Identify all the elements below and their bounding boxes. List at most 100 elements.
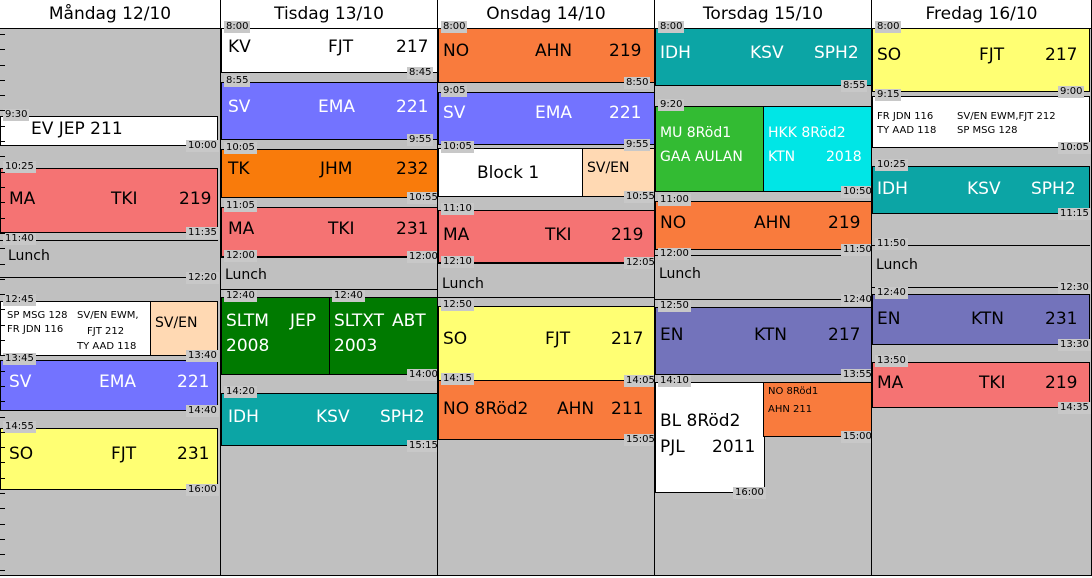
- lesson-thu-no[interactable]: NO AHN 219: [655, 201, 871, 250]
- lesson-text: 232: [396, 159, 429, 179]
- ruler-tick: [0, 371, 5, 372]
- lesson-tue-kv[interactable]: KV FJT 217: [221, 28, 437, 73]
- lesson-thu-idh[interactable]: IDH KSV SPH2: [655, 28, 871, 86]
- lesson-text: 2018: [826, 149, 862, 165]
- start-time: 11:50: [875, 238, 908, 250]
- lesson-fri-so[interactable]: SO FJT 217: [872, 28, 1090, 92]
- lesson-text: 231: [177, 444, 210, 464]
- lesson-wed-so[interactable]: SO FJT 217: [438, 306, 654, 381]
- lesson-wed-block[interactable]: Block 1: [438, 148, 584, 197]
- lesson-text: SPH2: [380, 407, 425, 427]
- end-time: 13:40: [186, 350, 219, 362]
- end-time: 8:45: [407, 67, 434, 79]
- lesson-text: Lunch: [442, 276, 484, 292]
- lesson-text: Lunch: [225, 267, 267, 283]
- day-header: Torsdag 15/10: [655, 0, 871, 29]
- lesson-tue-tk[interactable]: TK JHM 232: [221, 149, 437, 198]
- end-time: 13:55: [841, 369, 872, 381]
- lesson-text: 219: [179, 189, 212, 209]
- lesson-fri-ma[interactable]: MA TKI 219: [872, 362, 1090, 408]
- start-time: 8:55: [224, 75, 251, 87]
- day-column-2: Tisdag 13/10 KV FJT 217 8:00 8:45 SV EMA 221 8:55…: [221, 0, 438, 576]
- lesson-fri-idh[interactable]: IDH KSV SPH2: [872, 166, 1090, 214]
- lesson-text: 221: [177, 372, 210, 392]
- lesson-wed-ma[interactable]: MA TKI 219: [438, 210, 654, 263]
- ruler-tick: [0, 401, 5, 402]
- ruler-tick: [0, 554, 5, 555]
- lesson-wed-lunch[interactable]: Lunch: [438, 263, 654, 298]
- lesson-text: SO: [877, 45, 902, 65]
- end-time: 11:50: [841, 244, 872, 256]
- lesson-text: EN: [660, 325, 684, 345]
- lesson-text: TY AAD 118: [77, 341, 137, 352]
- start-time: 9:15: [875, 89, 902, 101]
- ruler-tick: [0, 110, 5, 111]
- start-time: 12:40: [332, 290, 365, 302]
- lesson-text: 217: [611, 329, 644, 349]
- ruler-tick: [0, 570, 5, 571]
- lesson-text: TKI: [545, 225, 572, 245]
- lesson-text: JHM: [320, 159, 353, 179]
- lesson-tue-sltm[interactable]: SLTM JEP 2008: [221, 297, 331, 375]
- lesson-text: AHN: [754, 213, 792, 233]
- lesson-wed-no[interactable]: NO AHN 219: [438, 28, 654, 83]
- lesson-thu-lunch[interactable]: Lunch: [655, 255, 871, 300]
- lesson-text: SLTXT: [334, 311, 385, 331]
- ruler-tick: [0, 95, 5, 96]
- lesson-thu-mu[interactable]: MU 8Röd1 GAA AULAN: [655, 106, 765, 192]
- lesson-text: Lunch: [659, 266, 701, 282]
- lesson-text: NO: [443, 41, 470, 61]
- ruler-tick: [0, 309, 5, 310]
- ruler-tick: [0, 264, 5, 265]
- start-time: 12:00: [658, 248, 691, 260]
- lesson-tue-sv[interactable]: SV EMA 221: [221, 82, 437, 140]
- end-time: 12:00: [407, 251, 438, 263]
- lesson-wed-no2[interactable]: NO 8Röd2 AHN 211: [438, 380, 654, 440]
- lesson-thu-no2[interactable]: NO 8Röd1 AHN 211: [763, 382, 871, 437]
- lesson-text: NO 8Röd2: [443, 399, 529, 419]
- lesson-wed-sv[interactable]: SV EMA 221: [438, 92, 654, 145]
- lesson-thu-bl[interactable]: BL 8Röd2 PJL 2011: [655, 382, 765, 493]
- lesson-tue-lunch[interactable]: Lunch: [221, 257, 437, 290]
- lesson-text: TKI: [111, 189, 138, 209]
- lesson-mon-sv[interactable]: SV EMA 221: [0, 360, 218, 411]
- start-time: 8:00: [875, 21, 902, 33]
- lesson-tue-sltxt[interactable]: SLTXT ABT 2003: [329, 297, 437, 375]
- lesson-mon-ma[interactable]: MA TKI 219: [0, 168, 218, 233]
- lesson-text: IDH: [877, 179, 908, 199]
- lesson-mon-ev[interactable]: EV JEP 211: [0, 116, 218, 146]
- lesson-text: 217: [396, 37, 429, 57]
- lesson-text: MA: [877, 373, 904, 393]
- ruler-tick: [0, 417, 5, 418]
- lesson-text: 219: [609, 41, 642, 61]
- end-time: 13:30: [1058, 339, 1091, 351]
- lesson-mon-lang[interactable]: SP MSG 128 FR JDN 116 SV/EN EWM, FJT 212 TY …: [0, 301, 152, 356]
- lesson-mon-sven[interactable]: SV/EN: [150, 301, 218, 356]
- lesson-fri-en[interactable]: EN KTN 231: [872, 294, 1090, 345]
- start-time: 12:50: [658, 300, 691, 312]
- lesson-text: 2003: [334, 336, 378, 356]
- lesson-text: FR JDN 116: [877, 111, 934, 122]
- lesson-wed-sven[interactable]: SV/EN: [582, 148, 654, 197]
- lesson-thu-hkk[interactable]: HKK 8Röd2 KTN 2018: [763, 106, 871, 192]
- lesson-tue-ma[interactable]: MA TKI 231: [221, 207, 437, 257]
- end-time: 11:35: [186, 227, 219, 239]
- lesson-fri-lang[interactable]: FR JDN 116 TY AAD 118 SV/EN EWM,FJT 212 SP …: [872, 96, 1090, 148]
- lesson-tue-idh[interactable]: IDH KSV SPH2: [221, 393, 437, 446]
- lesson-text: SV/EN: [155, 315, 198, 331]
- lesson-text: NO: [660, 213, 687, 233]
- start-time: 12:50: [441, 299, 474, 311]
- start-time: 11:40: [3, 233, 36, 245]
- lesson-text: SV: [228, 97, 251, 117]
- lesson-mon-so[interactable]: SO FJT 231: [0, 428, 218, 490]
- end-time: 16:00: [186, 484, 219, 496]
- lesson-fri-lunch[interactable]: Lunch: [872, 245, 1090, 288]
- lesson-mon-lunch[interactable]: Lunch: [0, 240, 218, 278]
- lesson-text: SV: [9, 372, 32, 392]
- lesson-text: KTN: [754, 325, 787, 345]
- lesson-thu-en[interactable]: EN KTN 217: [655, 307, 871, 375]
- lesson-text: IDH: [660, 43, 691, 63]
- lesson-text: KSV: [750, 43, 784, 63]
- ruler-tick: [0, 432, 5, 433]
